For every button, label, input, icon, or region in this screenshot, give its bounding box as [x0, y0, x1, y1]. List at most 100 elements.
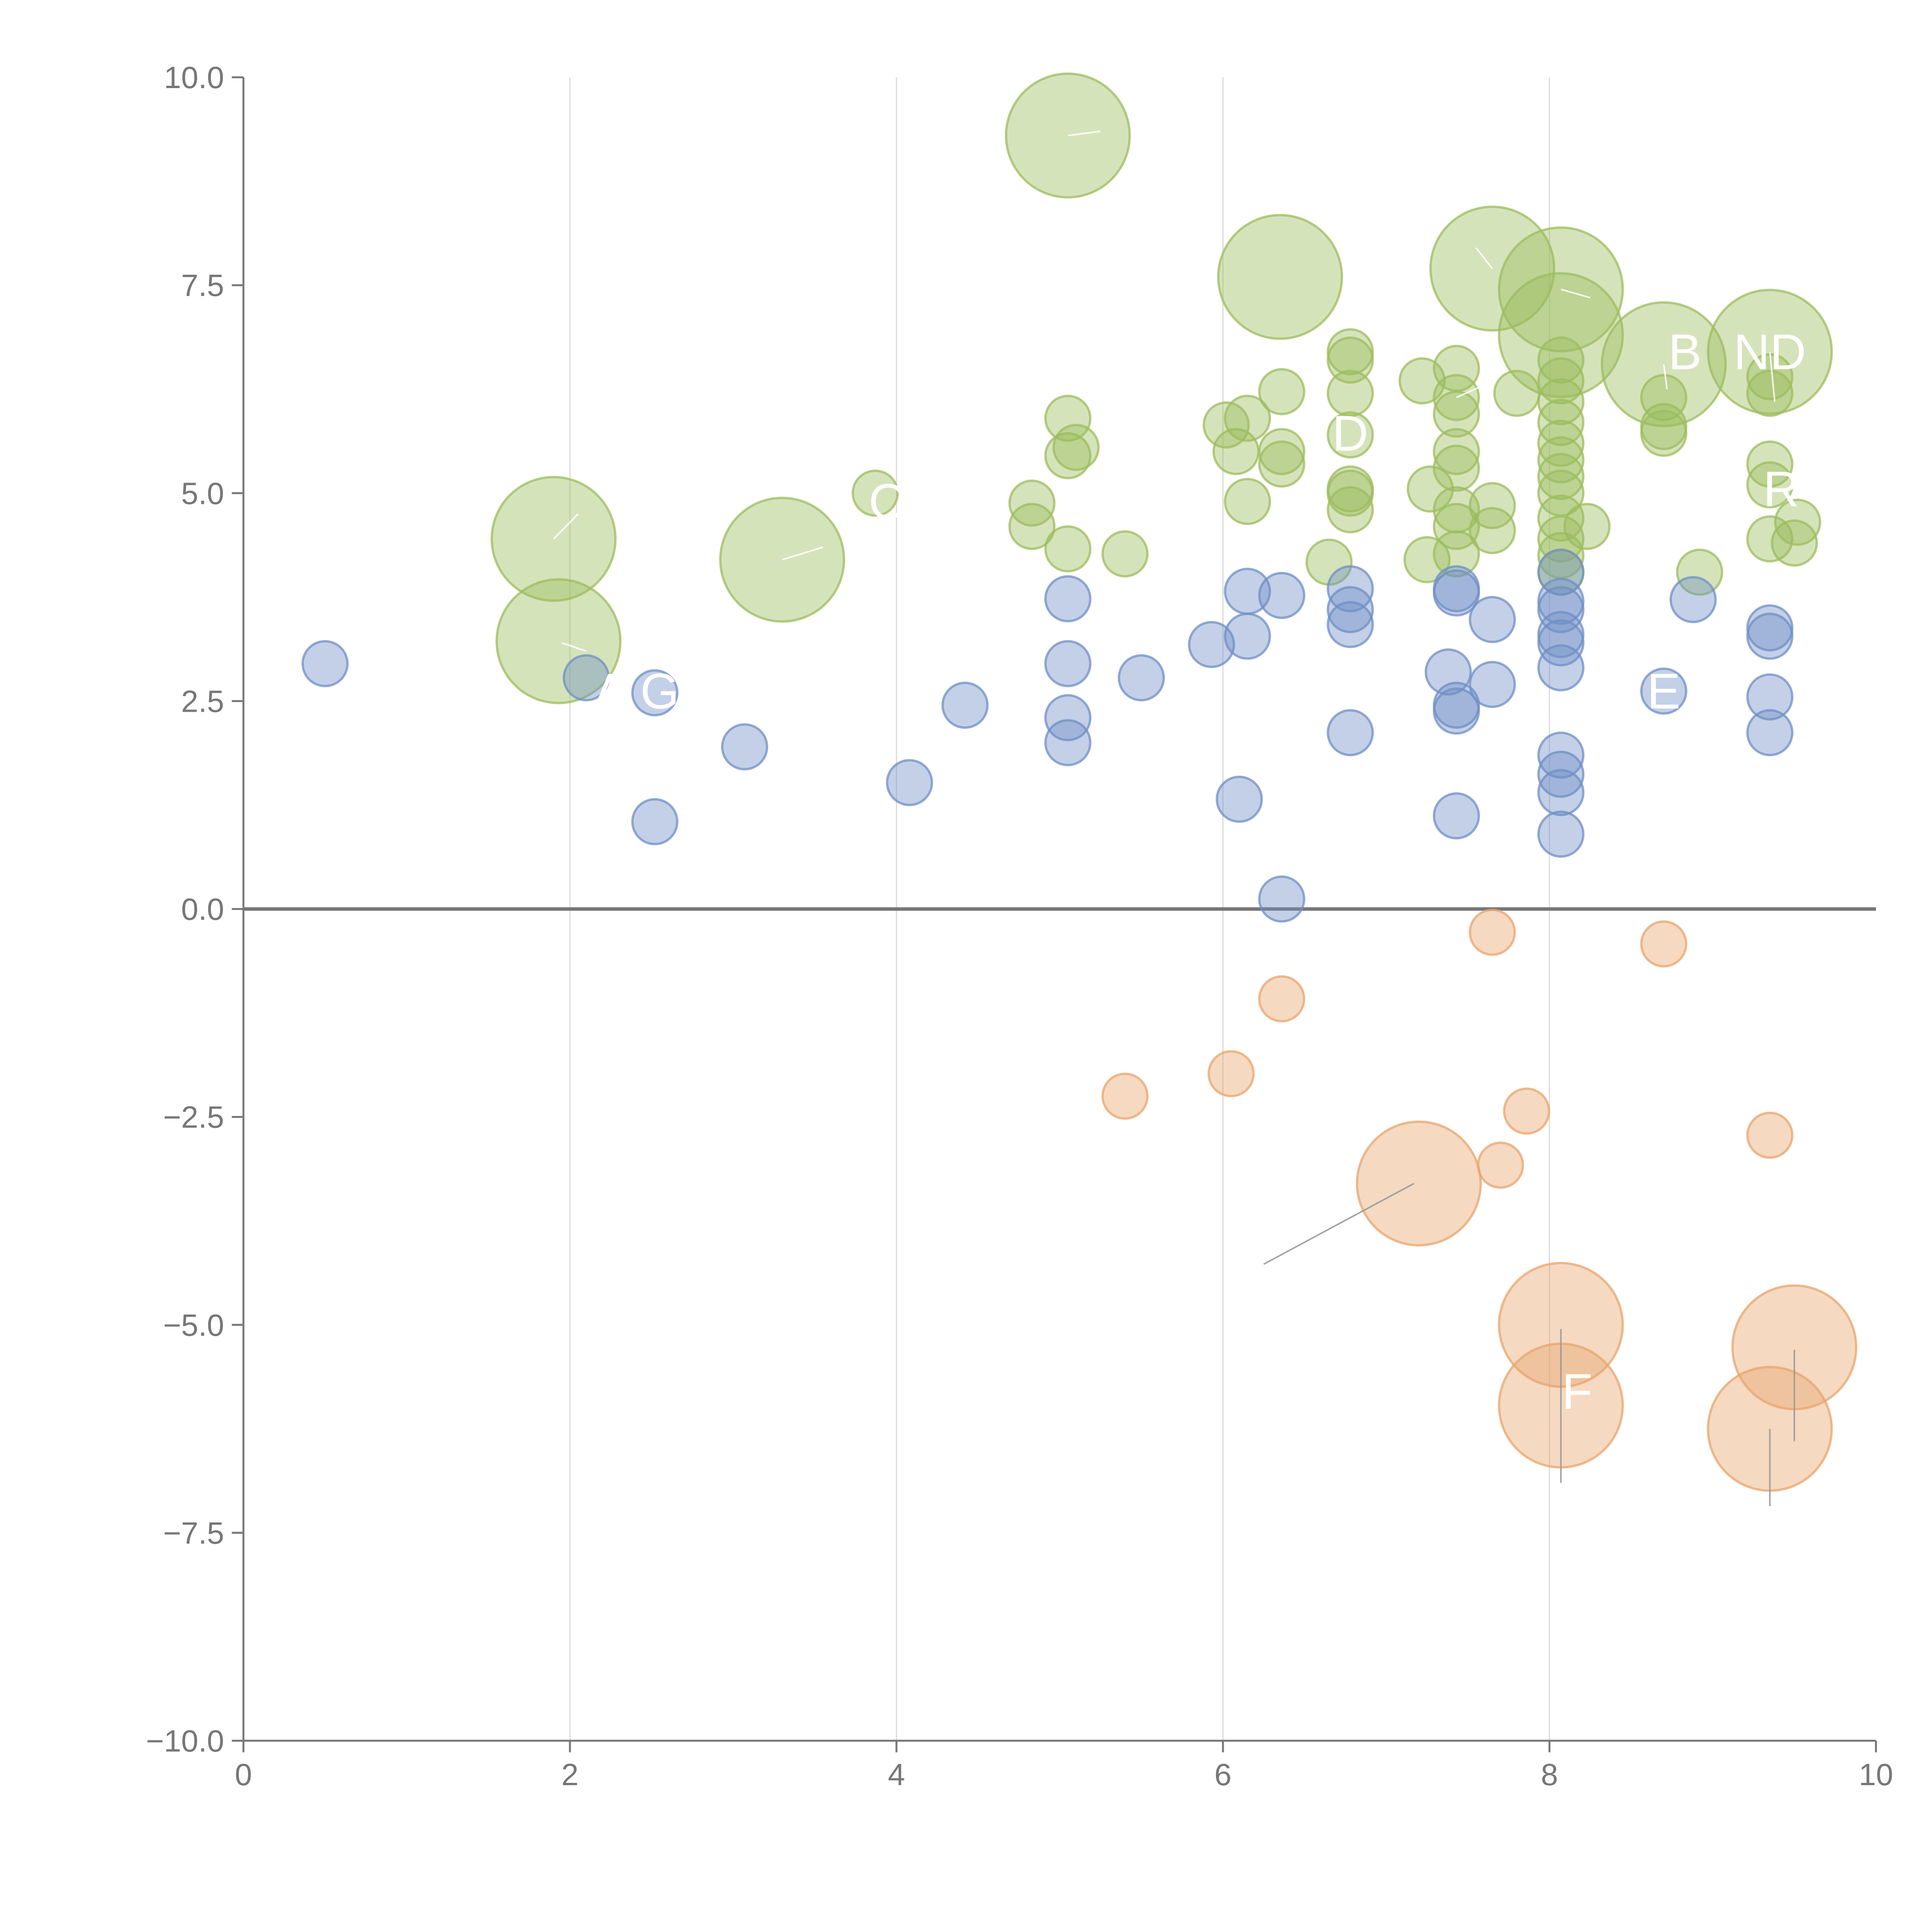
blue-bubble — [1537, 644, 1585, 692]
blue-bubble — [1746, 612, 1794, 660]
leader-line — [782, 546, 823, 561]
blue-bubble — [1044, 694, 1092, 742]
green-bubble — [1563, 503, 1611, 550]
green-bubble — [1327, 411, 1374, 459]
blue-bubble — [1044, 719, 1092, 766]
green-bubble — [1327, 336, 1374, 384]
blue-bubble — [1537, 731, 1585, 779]
leader-layer — [553, 130, 1795, 1506]
point-label: A — [594, 663, 628, 719]
blue-bubble — [1188, 621, 1235, 668]
green-bubble — [1469, 507, 1516, 554]
blue-bubble — [1327, 586, 1374, 633]
green-bubble — [1433, 530, 1480, 578]
y-tick-label: 0.0 — [181, 892, 224, 927]
blue-bubble — [1258, 572, 1306, 619]
blue-bubble — [1746, 709, 1794, 757]
green-bubble — [495, 578, 622, 704]
leader-line — [1456, 384, 1485, 398]
green-bubble — [1044, 395, 1092, 442]
blue-bubble — [301, 640, 349, 687]
x-tick-label: 0 — [235, 1757, 252, 1792]
point-label: E — [1647, 663, 1680, 719]
blue-bubble — [886, 759, 933, 806]
blue-bubble — [1640, 667, 1687, 715]
green-bubble — [1008, 503, 1056, 550]
green-bubble — [1537, 357, 1585, 405]
orange-bubble — [1469, 908, 1516, 956]
blue-bubble — [1433, 687, 1480, 735]
blue-bubble — [1433, 569, 1480, 617]
green-bubble — [1493, 369, 1541, 417]
green-bubble — [1770, 519, 1818, 567]
leader-line — [1475, 247, 1493, 269]
green-bubble — [1044, 525, 1092, 573]
blue-bubble — [563, 654, 610, 702]
leader-line — [1263, 1183, 1415, 1265]
leader-line — [1663, 364, 1668, 389]
blue-bubble — [1537, 810, 1585, 858]
green-bubble — [1537, 420, 1585, 467]
green-bubble — [1224, 478, 1271, 525]
blue-bubble — [1044, 640, 1092, 687]
green-bubble — [1537, 378, 1585, 425]
orange-bubble — [1503, 1087, 1550, 1135]
x-tick-label: 10 — [1859, 1757, 1893, 1792]
point-label: F — [1562, 1363, 1592, 1420]
y-tick-label: −7.5 — [163, 1516, 224, 1550]
green-bubble — [1746, 440, 1794, 488]
green-bubble — [1258, 428, 1306, 475]
green-bubble — [1044, 432, 1092, 480]
blue-bubble — [1469, 661, 1516, 708]
green-bubble — [1774, 498, 1821, 546]
blue-bubble — [631, 669, 679, 716]
green-bubble — [1537, 453, 1585, 500]
green-bubble — [1433, 503, 1480, 550]
blue-bubble — [941, 682, 989, 729]
blue-bubble — [1327, 601, 1374, 648]
blue-bubble — [721, 723, 769, 770]
leader-line — [553, 513, 579, 540]
y-tick-label: 7.5 — [181, 268, 224, 303]
green-bubble — [1746, 461, 1794, 509]
blue-bubble — [1433, 792, 1480, 840]
green-bubble — [1537, 336, 1585, 384]
blue-bubble — [1537, 619, 1585, 667]
leader-line — [1068, 130, 1101, 136]
y-tick-label: −5.0 — [163, 1308, 224, 1342]
blue-bubble — [1537, 548, 1585, 596]
blue-bubble — [631, 798, 679, 845]
green-bubble — [1101, 530, 1149, 578]
green-bubble — [1224, 395, 1271, 442]
orange-bubble — [1258, 975, 1306, 1022]
y-tick-label: −2.5 — [163, 1100, 224, 1134]
x-tick-label: 4 — [888, 1757, 905, 1792]
green-bubble — [1406, 465, 1454, 513]
orange-bubble — [1477, 1141, 1524, 1189]
orange-bubble — [1746, 1111, 1794, 1159]
green-bubble — [852, 469, 899, 517]
blue-bubble — [1216, 776, 1263, 823]
blue-bubble — [1537, 769, 1585, 816]
label-layer: A G D B ND R E F O — [594, 323, 1806, 1420]
green-bubble — [1746, 369, 1794, 417]
green-bubble — [1640, 374, 1687, 421]
x-tick-label: 6 — [1214, 1757, 1232, 1792]
green-bubble — [1537, 515, 1585, 563]
green-bubble — [1403, 536, 1451, 583]
point-label: ND — [1733, 323, 1806, 380]
green-bubble — [1537, 494, 1585, 542]
green-bubble — [1433, 390, 1480, 438]
blue-bubble — [1469, 596, 1516, 643]
bubble-layer — [301, 72, 1857, 1492]
point-label: G — [640, 663, 679, 719]
y-tick-label: −10.0 — [146, 1724, 224, 1758]
axis-layer: 0 2 4 6 8 10 10.0 7.5 5.0 2.5 0.0 −2.5 −5.0 −7.5 −10.0 — [146, 60, 1893, 1792]
blue-bubble — [1327, 709, 1374, 757]
point-label: B — [1668, 323, 1702, 380]
point-label: D — [1332, 405, 1369, 461]
green-bubble — [1676, 548, 1723, 596]
green-bubble — [1327, 369, 1374, 417]
blue-bubble — [1224, 612, 1271, 660]
